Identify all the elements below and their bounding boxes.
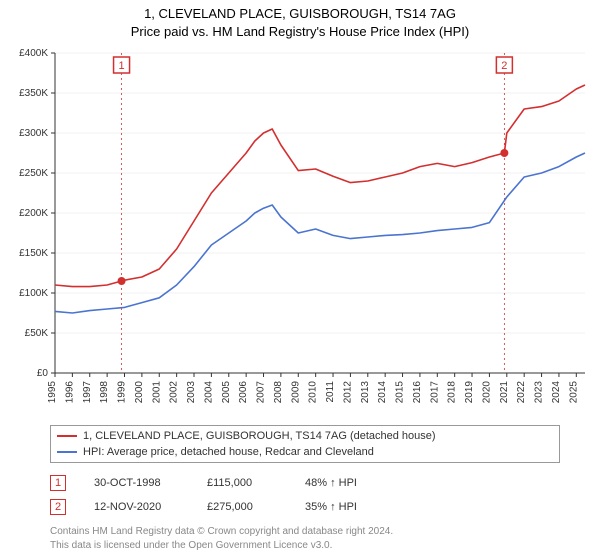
x-tick-label: 2015	[395, 381, 406, 404]
point-badge: 1	[50, 475, 66, 491]
point-date: 12-NOV-2020	[94, 501, 179, 513]
y-tick-label: £250K	[19, 168, 48, 179]
x-tick-label: 1997	[82, 381, 93, 404]
point-badge-number: 2	[501, 60, 507, 72]
x-tick-label: 2000	[134, 381, 145, 404]
y-tick-label: £400K	[19, 48, 48, 59]
legend-box: 1, CLEVELAND PLACE, GUISBOROUGH, TS14 7A…	[50, 425, 560, 463]
point-badge-number: 1	[118, 60, 124, 72]
x-tick-label: 2002	[169, 381, 180, 404]
x-tick-label: 2016	[412, 381, 423, 404]
x-tick-label: 2017	[429, 381, 440, 404]
x-tick-label: 2018	[447, 381, 458, 404]
price-point-row: 1 30-OCT-1998 £115,000 48% ↑ HPI	[50, 471, 560, 495]
x-tick-label: 1995	[47, 381, 58, 404]
x-tick-label: 1999	[117, 381, 128, 404]
attribution-footer: Contains HM Land Registry data © Crown c…	[50, 525, 560, 552]
x-tick-label: 2022	[516, 381, 527, 404]
x-tick-label: 2021	[499, 381, 510, 404]
y-tick-label: £50K	[25, 328, 49, 339]
price-point-row: 2 12-NOV-2020 £275,000 35% ↑ HPI	[50, 495, 560, 519]
legend-swatch	[57, 451, 77, 453]
price-marker	[118, 277, 126, 285]
point-delta: 48% ↑ HPI	[305, 477, 357, 489]
legend-swatch	[57, 435, 77, 437]
legend-row: 1, CLEVELAND PLACE, GUISBOROUGH, TS14 7A…	[57, 428, 553, 444]
point-badge: 2	[50, 499, 66, 515]
y-tick-label: £150K	[19, 248, 48, 259]
x-tick-label: 2007	[256, 381, 267, 404]
y-tick-label: £200K	[19, 208, 48, 219]
x-tick-label: 2006	[238, 381, 249, 404]
point-price: £115,000	[207, 477, 277, 489]
title-line1: 1, CLEVELAND PLACE, GUISBOROUGH, TS14 7A…	[0, 6, 600, 21]
y-tick-label: £0	[37, 368, 49, 379]
point-delta: 35% ↑ HPI	[305, 501, 357, 513]
y-tick-label: £350K	[19, 88, 48, 99]
line-chart-svg: £0 £50K £100K £150K £200K £250K £300K £350K £400…	[0, 39, 600, 419]
x-tick-label: 2011	[325, 381, 336, 403]
x-tick-label: 1998	[99, 381, 110, 404]
x-tick-label: 2009	[290, 381, 301, 404]
price-marker	[500, 149, 508, 157]
x-tick-label: 2003	[186, 381, 197, 404]
x-tick-label: 2020	[481, 381, 492, 404]
chart-titles: 1, CLEVELAND PLACE, GUISBOROUGH, TS14 7A…	[0, 0, 600, 39]
x-tick-label: 1996	[64, 381, 75, 404]
x-tick-label: 2013	[360, 381, 371, 404]
point-date: 30-OCT-1998	[94, 477, 179, 489]
x-tick-label: 2025	[568, 381, 579, 404]
x-tick-label: 2014	[377, 381, 388, 404]
y-tick-label: £300K	[19, 128, 48, 139]
legend-label: HPI: Average price, detached house, Redc…	[83, 446, 374, 458]
x-tick-label: 2019	[464, 381, 475, 404]
legend-label: 1, CLEVELAND PLACE, GUISBOROUGH, TS14 7A…	[83, 430, 436, 442]
x-tick-label: 2004	[203, 381, 214, 404]
x-tick-label: 2023	[534, 381, 545, 404]
x-tick-label: 2005	[221, 381, 232, 404]
footer-line2: This data is licensed under the Open Gov…	[50, 539, 560, 553]
x-tick-label: 2008	[273, 381, 284, 404]
legend-row: HPI: Average price, detached house, Redc…	[57, 444, 553, 460]
x-tick-label: 2012	[342, 381, 353, 404]
title-line2: Price paid vs. HM Land Registry's House …	[0, 24, 600, 39]
point-price: £275,000	[207, 501, 277, 513]
x-tick-label: 2024	[551, 381, 562, 404]
x-tick-label: 2010	[308, 381, 319, 404]
x-tick-label: 2001	[151, 381, 162, 404]
y-tick-label: £100K	[19, 288, 48, 299]
chart-area: £0 £50K £100K £150K £200K £250K £300K £350K £400…	[0, 39, 600, 419]
footer-line1: Contains HM Land Registry data © Crown c…	[50, 525, 560, 539]
price-points-table: 1 30-OCT-1998 £115,000 48% ↑ HPI 2 12-NOV-202…	[50, 471, 560, 519]
